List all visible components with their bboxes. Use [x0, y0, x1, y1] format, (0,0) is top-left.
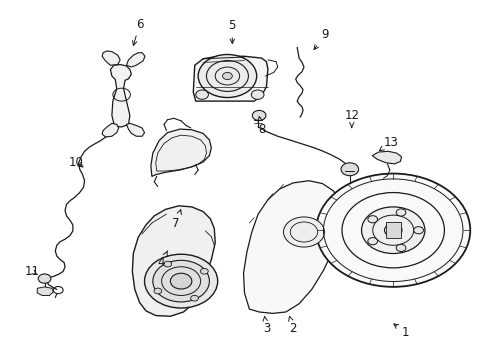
Circle shape [367, 216, 377, 223]
Polygon shape [243, 181, 341, 314]
Circle shape [395, 209, 405, 216]
Circle shape [190, 295, 198, 301]
Text: 1: 1 [393, 324, 408, 339]
Circle shape [316, 174, 469, 287]
Polygon shape [193, 56, 267, 101]
Text: 9: 9 [313, 28, 328, 50]
Circle shape [222, 72, 232, 80]
Polygon shape [385, 222, 400, 238]
Text: 2: 2 [288, 316, 296, 335]
Circle shape [198, 54, 256, 98]
Text: 11: 11 [25, 265, 40, 278]
Polygon shape [371, 151, 401, 164]
Circle shape [384, 224, 401, 237]
Polygon shape [132, 206, 215, 316]
Circle shape [38, 274, 51, 283]
Circle shape [163, 261, 171, 267]
Circle shape [153, 260, 209, 302]
Circle shape [283, 217, 324, 247]
Polygon shape [110, 64, 131, 127]
Polygon shape [126, 53, 145, 67]
Circle shape [195, 90, 208, 99]
Text: 3: 3 [262, 316, 269, 335]
Text: 7: 7 [172, 210, 181, 230]
Text: 4: 4 [158, 251, 167, 269]
Text: 12: 12 [344, 109, 359, 127]
Text: 5: 5 [228, 19, 236, 44]
Polygon shape [126, 123, 144, 136]
Circle shape [395, 244, 405, 252]
Circle shape [144, 254, 217, 308]
Circle shape [251, 90, 264, 99]
Polygon shape [37, 287, 53, 296]
Circle shape [170, 273, 191, 289]
Polygon shape [102, 51, 120, 65]
Circle shape [367, 238, 377, 245]
Text: 8: 8 [257, 117, 264, 136]
Circle shape [252, 111, 265, 121]
Text: 6: 6 [132, 18, 143, 45]
Polygon shape [151, 129, 211, 176]
Circle shape [340, 163, 358, 176]
Text: 13: 13 [379, 136, 397, 151]
Circle shape [413, 226, 423, 234]
Text: 10: 10 [69, 156, 83, 168]
Polygon shape [102, 123, 119, 137]
Circle shape [154, 288, 162, 294]
Circle shape [200, 269, 208, 274]
Circle shape [361, 207, 424, 253]
